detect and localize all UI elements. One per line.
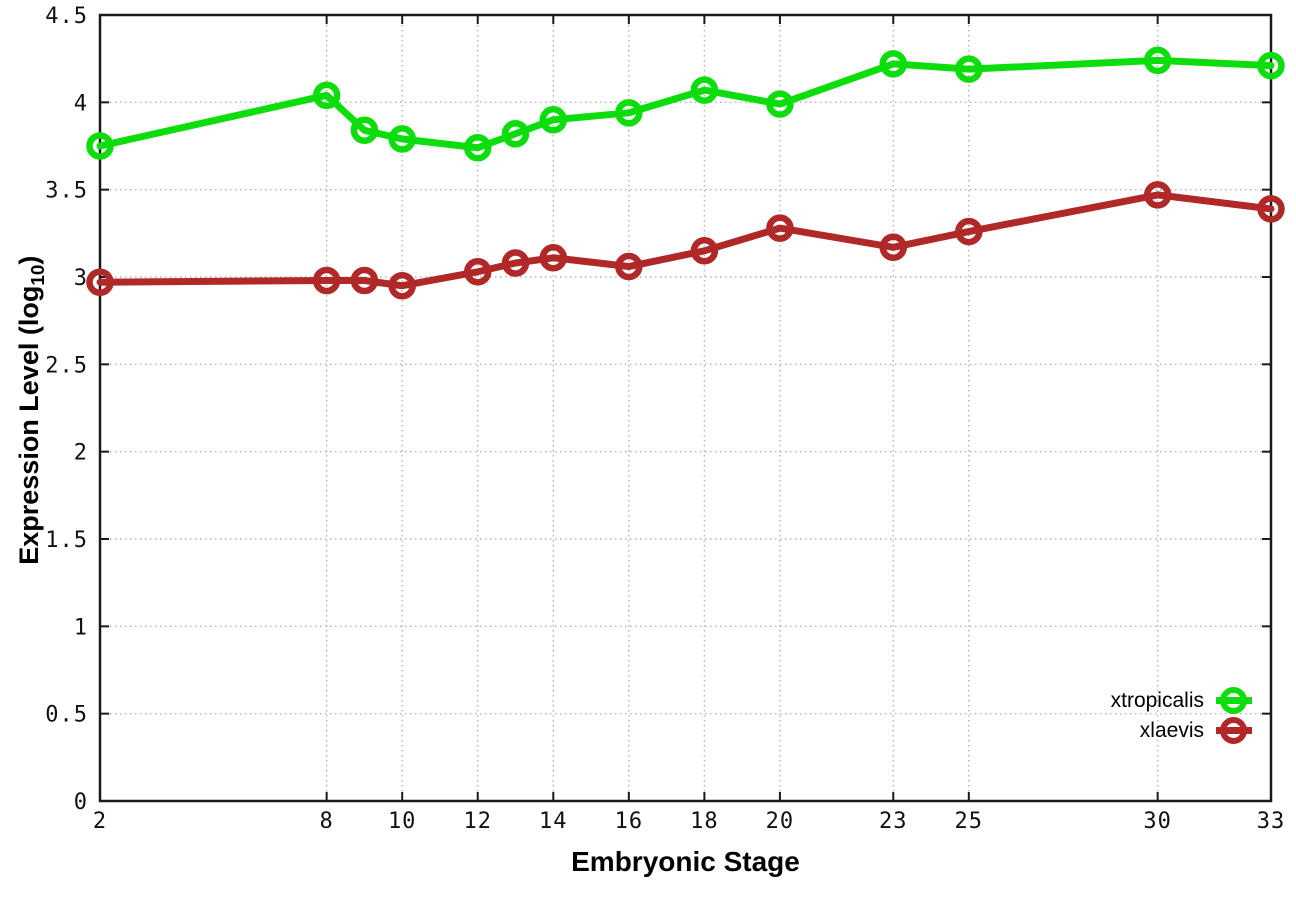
- legend-entry-xlaevis: xlaevis: [1111, 715, 1252, 745]
- legend-entry-xtropicalis: xtropicalis: [1111, 685, 1252, 715]
- x-tick-label: 30: [1143, 809, 1172, 834]
- data-point-xlaevis: [539, 244, 568, 272]
- y-axis-title-close: ): [13, 255, 44, 265]
- y-tick-label: 3: [74, 266, 88, 291]
- data-point-xtropicalis: [463, 133, 492, 162]
- legend-marker: [1216, 686, 1252, 714]
- legend: xtropicalis xlaevis: [1111, 685, 1252, 745]
- data-point-xtropicalis: [501, 120, 530, 148]
- series-line-xtropicalis: [96, 56, 1275, 152]
- x-tick-label: 20: [766, 809, 795, 834]
- data-point-xtropicalis: [879, 50, 908, 78]
- data-point-xlaevis: [1143, 181, 1172, 209]
- data-point-xlaevis: [690, 237, 719, 265]
- data-point-xtropicalis: [615, 99, 643, 127]
- data-point-xlaevis: [463, 258, 492, 286]
- legend-label: xtropicalis: [1110, 688, 1204, 712]
- y-tick-label: 2.5: [45, 353, 88, 378]
- data-point-xtropicalis: [690, 76, 719, 104]
- legend-label: xlaevis: [1139, 718, 1204, 742]
- data-point-xtropicalis: [388, 125, 416, 153]
- y-tick-label: 1: [74, 615, 88, 640]
- data-point-xlaevis: [955, 217, 983, 246]
- y-tick-label: 0.5: [45, 703, 88, 728]
- y-tick-label: 0: [74, 790, 88, 815]
- y-axis-title-subscript: 10: [28, 264, 50, 286]
- plot-border: [98, 13, 1273, 803]
- data-point-xlaevis: [501, 249, 530, 277]
- data-point-xtropicalis: [350, 116, 379, 145]
- data-point-xlaevis: [1257, 195, 1285, 223]
- x-tick-label: 12: [463, 809, 492, 834]
- x-tick-label: 25: [955, 809, 984, 834]
- data-point-xtropicalis: [1257, 51, 1285, 80]
- data-point-xlaevis: [86, 268, 114, 296]
- y-axis-title-text: Expression Level (log: [13, 285, 44, 565]
- legend-circle-icon: [1220, 686, 1247, 714]
- x-tick-label: 23: [879, 809, 908, 834]
- y-axis-title: Expression Level (log10): [14, 210, 50, 610]
- data-point-xlaevis: [312, 266, 341, 295]
- x-tick-label: 2: [93, 809, 107, 834]
- y-tick-label: 3.5: [45, 179, 88, 204]
- data-point-xlaevis: [766, 214, 794, 242]
- data-point-xtropicalis: [1143, 46, 1172, 75]
- data-point-xtropicalis: [955, 55, 983, 83]
- data-point-xlaevis: [388, 271, 416, 300]
- x-tick-label: 10: [388, 809, 417, 834]
- data-point-xlaevis: [879, 233, 908, 262]
- x-tick-label: 14: [539, 809, 568, 834]
- data-point-xtropicalis: [86, 132, 114, 160]
- data-point-xlaevis: [350, 266, 379, 295]
- y-tick-label: 4: [74, 91, 88, 116]
- y-tick-label: 2: [74, 441, 88, 466]
- data-point-xtropicalis: [539, 106, 568, 134]
- legend-circle-icon: [1220, 716, 1247, 744]
- x-tick-label: 33: [1257, 809, 1286, 834]
- data-point-xtropicalis: [766, 90, 794, 118]
- x-axis-title: Embryonic Stage: [571, 846, 800, 877]
- data-point-xtropicalis: [312, 81, 341, 110]
- y-tick-label: 1.5: [45, 528, 88, 553]
- legend-marker: [1216, 716, 1252, 744]
- y-tick-label: 4.5: [45, 4, 88, 29]
- x-tick-label: 16: [615, 809, 644, 834]
- series-line-xlaevis: [96, 191, 1275, 290]
- data-point-xlaevis: [615, 252, 643, 281]
- x-tick-label: 18: [690, 809, 719, 834]
- x-tick-label: 8: [320, 809, 334, 834]
